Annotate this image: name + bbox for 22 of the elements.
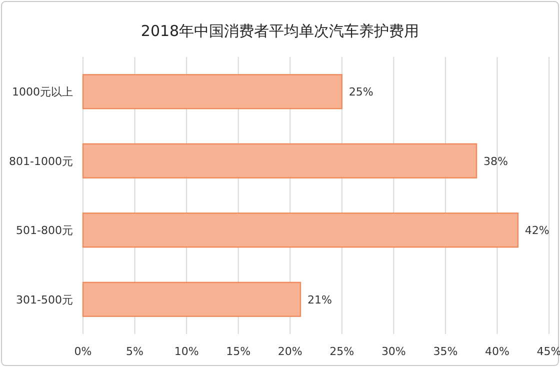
x-tick-label: 0%: [74, 345, 92, 358]
y-tick-label: 801-1000元: [9, 154, 73, 168]
bar: [82, 74, 342, 110]
data-label: 21%: [307, 293, 332, 306]
x-tick-label: 40%: [484, 345, 510, 358]
y-tick-label: 301-500元: [16, 293, 73, 306]
data-label: 25%: [348, 86, 374, 99]
y-tick-label: 1000元以上: [12, 86, 73, 99]
bar: [82, 212, 519, 248]
x-tick-label: 10%: [174, 345, 199, 358]
x-tick-label: 20%: [278, 345, 302, 358]
x-tick-label: 15%: [226, 345, 251, 358]
bar: [82, 143, 478, 178]
chart-title: 2018年中国消费者平均单次汽车养护费用: [140, 22, 420, 40]
bar: [82, 282, 302, 317]
y-tick-label: 501-800元: [16, 224, 73, 238]
x-tick-label: 35%: [433, 345, 458, 358]
x-tick-label: 5%: [126, 345, 144, 358]
x-tick-label: 30%: [381, 345, 406, 358]
x-tick-label: 25%: [330, 345, 354, 358]
data-label: 38%: [484, 154, 508, 168]
data-label: 42%: [524, 224, 550, 238]
